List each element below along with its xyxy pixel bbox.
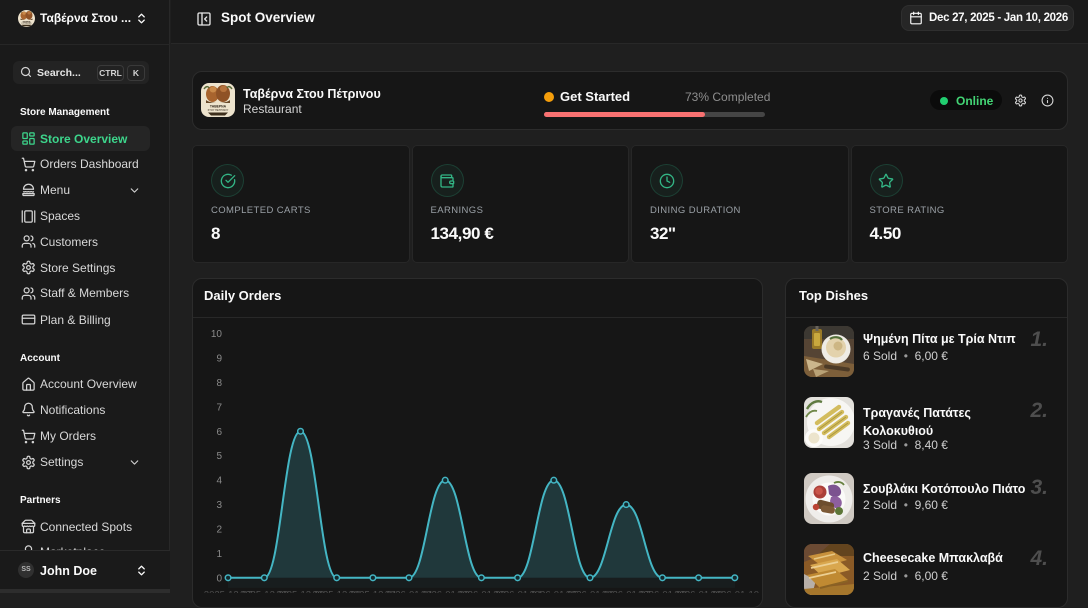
svg-text:2026-01-07: 2026-01-07 xyxy=(602,590,651,594)
svg-text:4: 4 xyxy=(216,476,222,487)
svg-text:2026-01-02: 2026-01-02 xyxy=(421,590,470,594)
svg-text:2025-12-30: 2025-12-30 xyxy=(312,590,361,594)
svg-text:1: 1 xyxy=(216,549,222,560)
svg-text:2026-01-01: 2026-01-01 xyxy=(385,590,434,594)
svg-text:2025-12-27: 2025-12-27 xyxy=(204,590,253,594)
svg-text:6: 6 xyxy=(216,427,222,438)
svg-text:2026-01-06: 2026-01-06 xyxy=(566,590,615,594)
svg-text:8: 8 xyxy=(216,378,222,389)
svg-text:2025-12-28: 2025-12-28 xyxy=(240,590,289,594)
svg-text:3: 3 xyxy=(216,500,222,511)
svg-text:ΣΤΟΥ ΠΕΤΡΙΝΟΥ: ΣΤΟΥ ΠΕΤΡΙΝΟΥ xyxy=(21,23,31,25)
svg-text:9: 9 xyxy=(216,354,222,365)
svg-text:TABEPNA: TABEPNA xyxy=(210,105,227,109)
svg-text:10: 10 xyxy=(211,329,223,340)
svg-text:2025-12-31: 2025-12-31 xyxy=(349,590,398,594)
svg-text:2026-01-04: 2026-01-04 xyxy=(493,590,542,594)
svg-text:5: 5 xyxy=(216,451,222,462)
svg-text:2026-01-05: 2026-01-05 xyxy=(529,590,578,594)
svg-text:0: 0 xyxy=(216,573,222,584)
svg-text:2025-12-29: 2025-12-29 xyxy=(276,590,325,594)
svg-text:TABEPNA: TABEPNA xyxy=(22,20,31,23)
svg-text:2026-01-10: 2026-01-10 xyxy=(710,590,759,594)
svg-text:2: 2 xyxy=(216,525,222,536)
svg-text:7: 7 xyxy=(216,402,222,413)
svg-text:2026-01-03: 2026-01-03 xyxy=(457,590,506,594)
svg-text:2026-01-08: 2026-01-08 xyxy=(638,590,687,594)
svg-text:ΣΤΟΥ ΠΕΤΡΙΝΟΥ: ΣΤΟΥ ΠΕΤΡΙΝΟΥ xyxy=(208,108,229,112)
svg-text:2026-01-09: 2026-01-09 xyxy=(674,590,723,594)
